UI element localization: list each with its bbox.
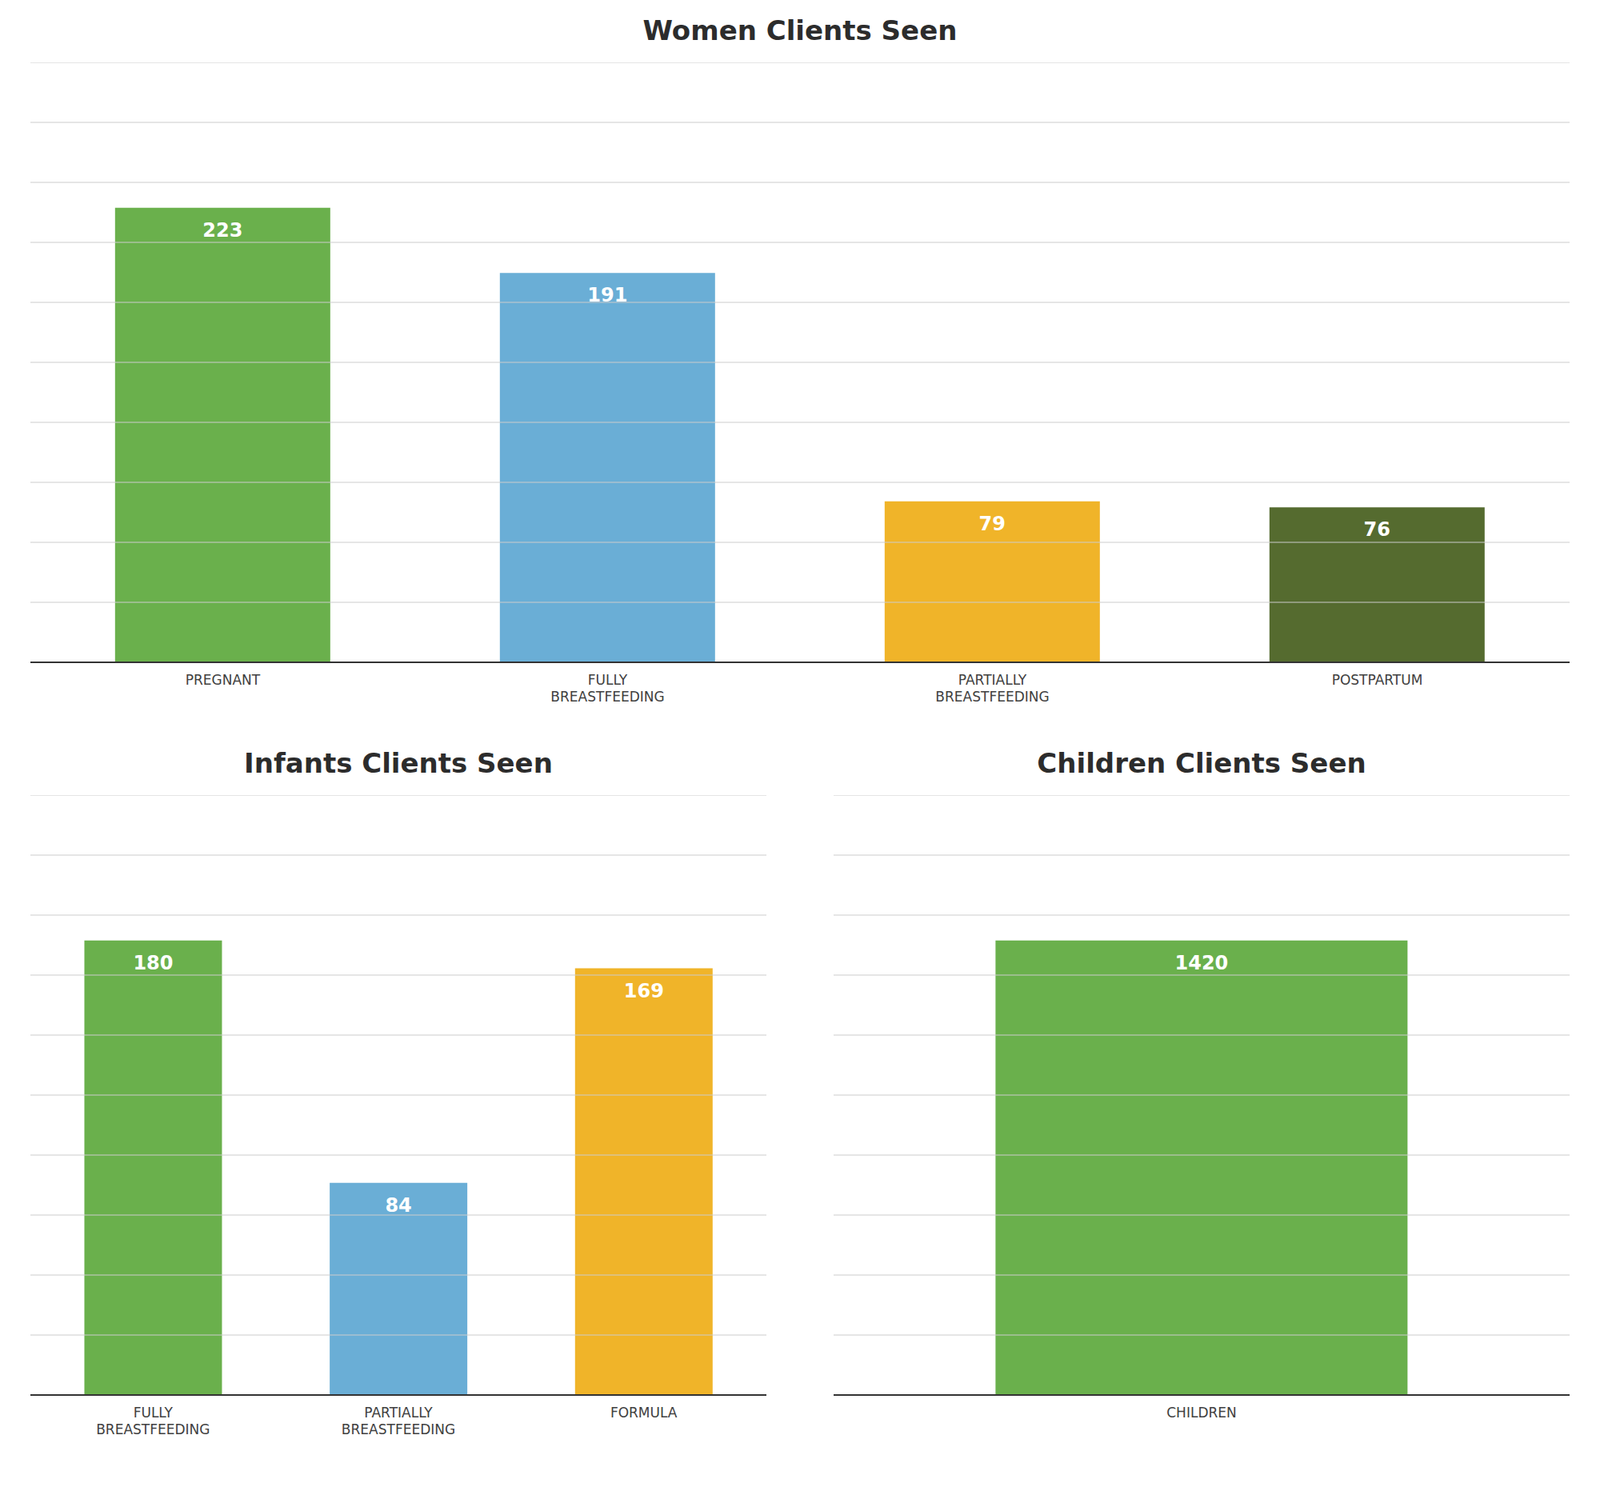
svg-text:84: 84 bbox=[384, 1194, 412, 1217]
svg-text:79: 79 bbox=[979, 512, 1006, 536]
svg-text:191: 191 bbox=[587, 284, 628, 307]
html-text:Women Clients Seen: Women Clients Seen bbox=[642, 14, 958, 47]
svg-text:180: 180 bbox=[132, 952, 173, 975]
svg-text:FULLYBREASTFEEDING: FULLYBREASTFEEDING bbox=[550, 672, 664, 705]
svg-text:POSTPARTUM: POSTPARTUM bbox=[1332, 672, 1424, 688]
svg-text:PARTIALLYBREASTFEEDING: PARTIALLYBREASTFEEDING bbox=[935, 672, 1049, 705]
html-text:Children Clients Seen: Children Clients Seen bbox=[1037, 747, 1367, 780]
svg-text:FULLYBREASTFEEDING: FULLYBREASTFEEDING bbox=[96, 1404, 210, 1438]
svg-text:76: 76 bbox=[1364, 518, 1391, 541]
svg-text:169: 169 bbox=[624, 980, 664, 1003]
svg-text:FORMULA: FORMULA bbox=[610, 1404, 678, 1421]
html-text:Infants Clients Seen: Infants Clients Seen bbox=[244, 747, 553, 780]
svg-text:1420: 1420 bbox=[1175, 952, 1229, 975]
svg-text:CHILDREN: CHILDREN bbox=[1166, 1404, 1237, 1421]
svg-text:PREGNANT: PREGNANT bbox=[185, 672, 261, 688]
svg-text:223: 223 bbox=[202, 219, 243, 242]
svg-text:PARTIALLYBREASTFEEDING: PARTIALLYBREASTFEEDING bbox=[341, 1404, 456, 1438]
